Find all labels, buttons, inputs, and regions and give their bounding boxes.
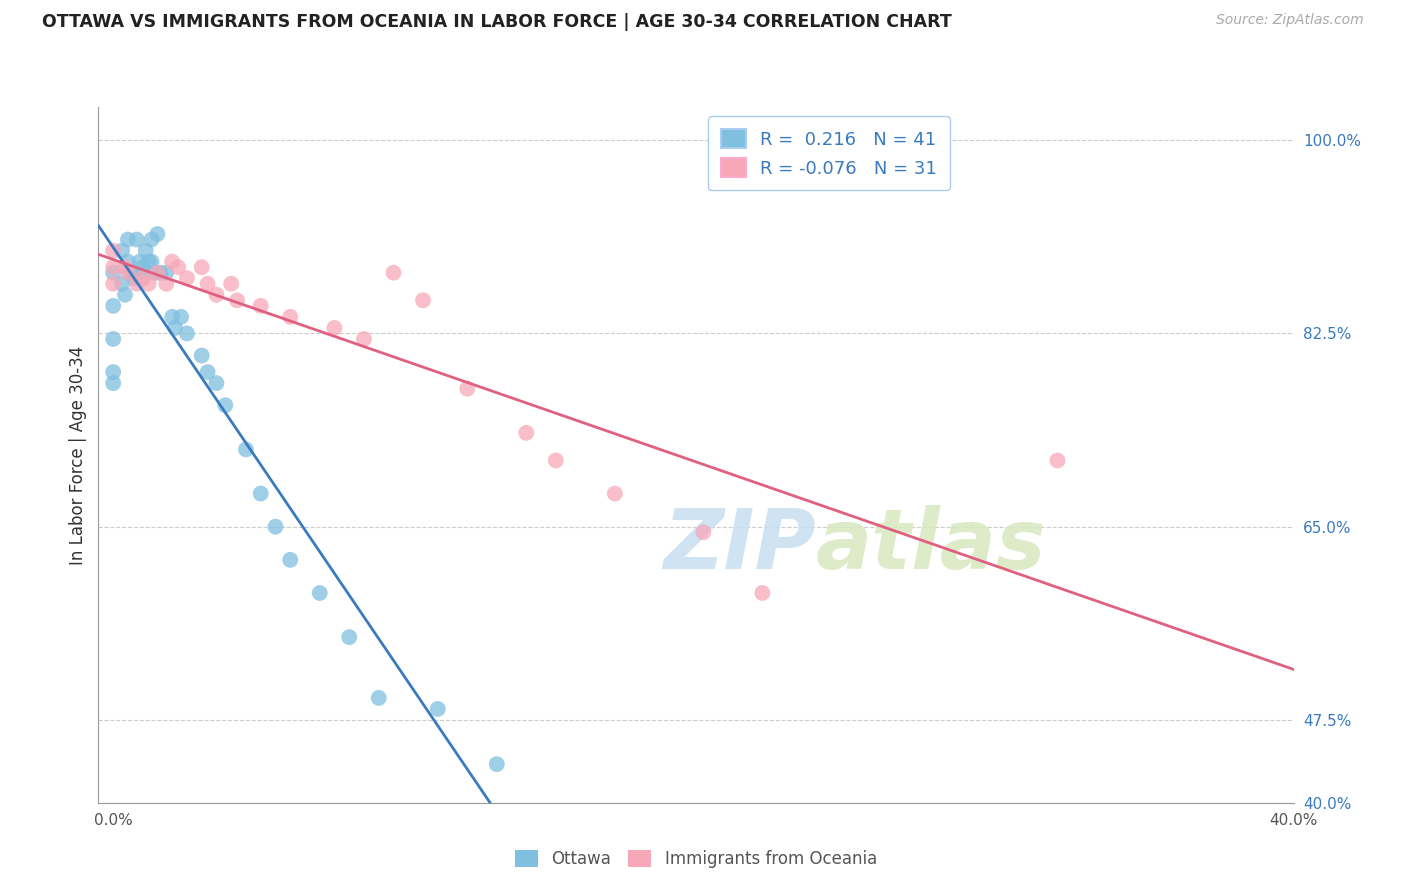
Point (101, 332, 124, 346)
Legend: Ottawa, Immigrants from Oceania: Ottawa, Immigrants from Oceania (508, 843, 884, 874)
Point (143, 266, 166, 280)
Point (149, 266, 172, 280)
Point (353, 332, 375, 346)
Point (114, 287, 136, 301)
Point (176, 271, 198, 285)
Point (226, 293, 249, 308)
Point (337, 630, 360, 644)
Point (138, 254, 160, 268)
Point (101, 260, 124, 275)
Point (205, 287, 228, 301)
Point (308, 586, 330, 600)
Point (122, 271, 145, 285)
Point (111, 244, 134, 258)
Point (456, 382, 478, 396)
Point (101, 365, 124, 379)
Point (692, 525, 714, 540)
Point (214, 398, 236, 412)
Point (278, 553, 301, 567)
Point (141, 233, 163, 247)
Point (135, 244, 157, 258)
Point (117, 254, 139, 268)
Point (367, 690, 389, 705)
Point (138, 277, 160, 291)
Point (141, 254, 163, 268)
Point (264, 519, 287, 533)
Point (117, 233, 139, 247)
Point (249, 299, 271, 313)
Point (249, 486, 271, 500)
Point (485, 757, 508, 772)
Point (176, 326, 198, 341)
Point (167, 260, 190, 275)
Point (146, 266, 169, 280)
Point (101, 299, 124, 313)
Point (131, 271, 153, 285)
Point (128, 254, 150, 268)
Point (101, 277, 124, 291)
Point (160, 310, 183, 324)
Point (155, 266, 177, 280)
Point (101, 376, 124, 391)
Point (197, 277, 219, 291)
Point (751, 586, 773, 600)
Point (101, 244, 124, 258)
Point (170, 310, 193, 324)
Point (278, 310, 301, 324)
Point (131, 271, 153, 285)
Point (426, 702, 449, 716)
Point (117, 266, 139, 280)
Point (205, 376, 228, 391)
Point (131, 260, 153, 275)
Point (544, 453, 567, 467)
Point (382, 266, 405, 280)
Point (111, 277, 134, 291)
Text: Source: ZipAtlas.com: Source: ZipAtlas.com (1216, 13, 1364, 28)
Point (125, 277, 148, 291)
Point (155, 277, 177, 291)
Point (219, 277, 242, 291)
Text: ZIP: ZIP (662, 505, 815, 586)
Point (515, 425, 537, 440)
Point (603, 486, 626, 500)
Text: atlas: atlas (815, 505, 1046, 586)
Point (146, 227, 169, 241)
Text: OTTAWA VS IMMIGRANTS FROM OCEANIA IN LABOR FORCE | AGE 30-34 CORRELATION CHART: OTTAWA VS IMMIGRANTS FROM OCEANIA IN LAB… (42, 13, 952, 31)
Point (114, 260, 136, 275)
Point (101, 266, 124, 280)
Point (323, 321, 346, 335)
Point (412, 293, 434, 308)
Point (197, 365, 219, 379)
Point (125, 233, 148, 247)
Point (235, 442, 257, 457)
Point (1046, 453, 1069, 467)
Point (120, 266, 142, 280)
Point (160, 254, 183, 268)
Point (190, 349, 212, 363)
Point (165, 321, 187, 335)
Y-axis label: In Labor Force | Age 30-34: In Labor Force | Age 30-34 (69, 345, 87, 565)
Point (190, 260, 212, 275)
